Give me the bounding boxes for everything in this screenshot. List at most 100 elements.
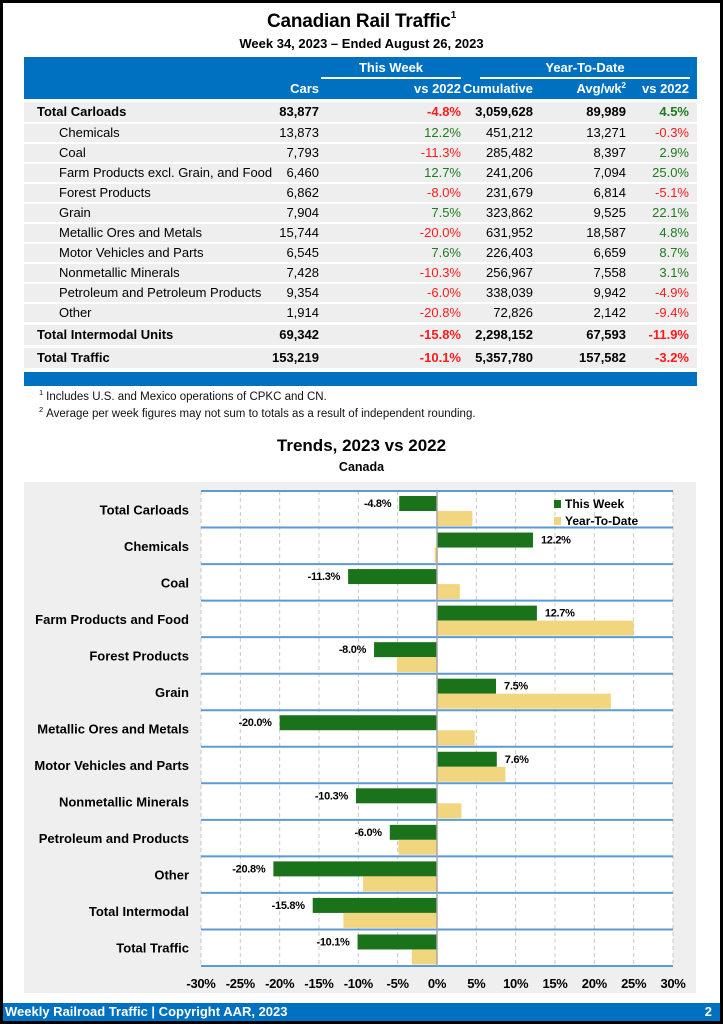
x-tick-label: 20%	[582, 976, 608, 991]
table-row: Metallic Ores and Metals 15,744 -20.0% 631,…	[24, 224, 697, 242]
row-label: Chemicals	[59, 125, 120, 140]
category-label: Chemicals	[124, 539, 189, 554]
cell-ytd-pct: -11.9%	[648, 327, 689, 342]
cell-cars: 153,219	[272, 350, 319, 365]
cell-avgwk: 89,989	[586, 104, 626, 119]
cell-ytd-pct: 3.1%	[659, 265, 689, 280]
page-subtitle: Week 34, 2023 – Ended August 26, 2023	[239, 36, 484, 51]
row-label: Farm Products excl. Grain, and Food	[59, 165, 273, 180]
cell-cumulative: 226,403	[486, 245, 533, 260]
cell-week-pct: 12.7%	[424, 165, 461, 180]
cell-avgwk: 157,582	[579, 350, 626, 365]
footnote-mark: 2	[39, 405, 44, 414]
cell-avgwk: 7,558	[593, 265, 626, 280]
footnote-1: 1 Includes U.S. and Mexico operations of …	[39, 388, 327, 403]
cell-cumulative: 323,862	[486, 205, 533, 220]
bar-this-week	[389, 824, 437, 840]
table-row: Chemicals 13,873 12.2% 451,212 13,271 -0.3%	[24, 124, 697, 142]
cell-ytd-pct: 2.9%	[659, 145, 689, 160]
cell-cars: 6,862	[286, 185, 319, 200]
row-label: Total Intermodal Units	[37, 327, 174, 342]
cell-cars: 6,460	[286, 165, 319, 180]
table-row: Motor Vehicles and Parts 6,545 7.6% 226,403…	[24, 244, 697, 262]
data-label-this-week: -4.8%	[364, 498, 392, 510]
legend-swatch-ytd	[554, 517, 561, 525]
traffic-table: This Week Year-To-Date Cars vs 2022 Cumu…	[24, 57, 697, 386]
group-ytd: Year-To-Date	[545, 60, 625, 75]
col-vs2022-ytd: vs 2022	[642, 81, 689, 96]
bar-ytd	[437, 511, 473, 526]
table-row: Petroleum and Petroleum Products 9,354 -6.…	[24, 284, 697, 302]
cell-ytd-pct: 4.8%	[659, 225, 689, 240]
legend-label-this-week: This Week	[565, 497, 624, 511]
cell-week-pct: -6.0%	[427, 285, 461, 300]
cell-cars: 13,873	[279, 125, 319, 140]
cell-ytd-pct: 25.0%	[652, 165, 689, 180]
cell-ytd-pct: -5.1%	[655, 185, 689, 200]
bar-this-week	[312, 897, 437, 913]
page-number: 2	[704, 1004, 712, 1019]
chart-title: Trends, 2023 vs 2022	[276, 436, 447, 455]
x-tick-label: 10%	[503, 976, 529, 991]
cell-week-pct: -4.8%	[427, 104, 461, 119]
cell-avgwk: 9,942	[593, 285, 626, 300]
cell-ytd-pct: 22.1%	[652, 205, 689, 220]
table-row: Forest Products 6,862 -8.0% 231,679 6,814 -5.…	[24, 184, 697, 202]
table-footer-bar	[24, 372, 697, 386]
table-row: Total Traffic 153,219 -10.1% 5,357,780 157,5…	[24, 348, 697, 368]
category-label: Nonmetallic Minerals	[59, 795, 189, 810]
cell-cars: 7,793	[286, 145, 319, 160]
bar-ytd	[343, 912, 437, 928]
x-tick-label: 5%	[467, 976, 486, 991]
bar-ytd	[437, 584, 460, 600]
cell-avgwk: 6,659	[593, 245, 626, 260]
page-title: Canadian Rail Traffic1	[3, 10, 720, 33]
col-vs2022-week: vs 2022	[414, 81, 461, 96]
category-label: Total Carloads	[100, 502, 189, 517]
row-label: Metallic Ores and Metals	[59, 225, 203, 240]
row-label: Forest Products	[59, 185, 151, 200]
x-tick-label: -30%	[186, 976, 216, 991]
bar-this-week	[437, 605, 537, 621]
table-row: Other 1,914 -20.8% 72,826 2,142 -9.4%	[24, 304, 697, 322]
cell-avgwk: 13,271	[586, 125, 626, 140]
title-footnote-mark: 1	[450, 10, 457, 21]
trends-chart: Total Carloads -4.8% Chemicals 12.2% Coal -11…	[34, 490, 687, 991]
bar-this-week	[374, 642, 437, 658]
cell-avgwk: 6,814	[593, 185, 626, 200]
cell-avgwk: 9,525	[593, 205, 626, 220]
table-row: Total Carloads 83,877 -4.8% 3,059,628 89,989…	[24, 102, 697, 122]
bar-ytd	[437, 803, 462, 819]
avgwk-footnote-mark: 2	[621, 81, 626, 90]
footnote-mark: 1	[39, 388, 44, 397]
group-this-week-underline	[321, 77, 461, 79]
bar-ytd	[363, 876, 437, 892]
data-label-this-week: 7.6%	[505, 754, 529, 766]
category-label: Total Traffic	[116, 941, 189, 956]
data-label-this-week: -20.0%	[239, 717, 273, 729]
cell-week-pct: -15.8%	[419, 327, 461, 342]
bar-this-week	[273, 861, 437, 877]
cell-week-pct: -11.3%	[420, 145, 461, 160]
footnote-text: Average per week figures may not sum to …	[46, 408, 476, 420]
data-label-this-week: -8.0%	[339, 644, 367, 656]
category-label: Metallic Ores and Metals	[37, 722, 189, 737]
category-label: Petroleum and Products	[39, 831, 189, 846]
table-row: Coal 7,793 -11.3% 285,482 8,397 2.9%	[24, 144, 697, 162]
cell-cumulative: 256,967	[486, 265, 533, 280]
x-tick-label: 0%	[428, 976, 447, 991]
report-page: Canadian Rail Traffic1 Week 34, 2023 – E…	[3, 3, 720, 1021]
group-this-week: This Week	[358, 60, 424, 75]
data-label-this-week: -20.8%	[232, 863, 266, 875]
table-row: Farm Products excl. Grain, and Food 6,460…	[24, 164, 697, 182]
col-avgwk: Avg/wk2	[577, 81, 626, 96]
x-tick-label: -15%	[304, 976, 334, 991]
table-row: Nonmetallic Minerals 7,428 -10.3% 256,967 7,…	[24, 264, 697, 282]
cell-ytd-pct: -9.4%	[655, 305, 689, 320]
bar-this-week	[355, 788, 437, 804]
page-footer: Weekly Railroad Traffic | Copyright AAR,…	[3, 1003, 720, 1021]
cell-week-pct: -10.1%	[419, 350, 461, 365]
cell-ytd-pct: -0.3%	[655, 125, 689, 140]
x-tick-label: -5%	[387, 976, 410, 991]
cell-cumulative: 231,679	[486, 185, 533, 200]
